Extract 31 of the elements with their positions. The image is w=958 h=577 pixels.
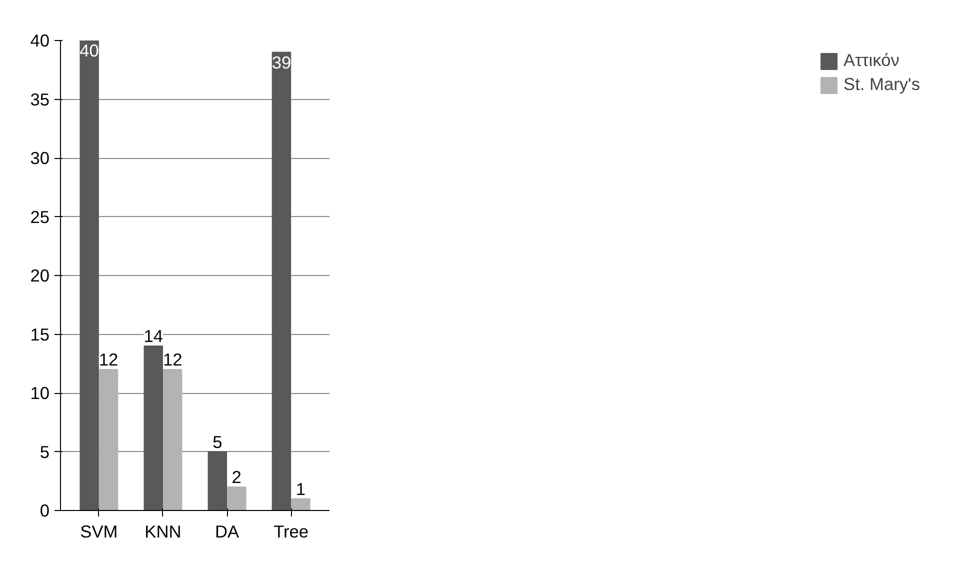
bar [208, 451, 228, 510]
legend-label: Αττικόν [844, 50, 900, 71]
y-tick-label: 20 [30, 266, 50, 286]
bar [162, 369, 182, 510]
y-tick-label: 40 [30, 30, 50, 50]
data-label: 39 [272, 52, 292, 72]
legend-label: St. Mary's [844, 74, 920, 95]
bar [98, 369, 118, 510]
y-tick-label: 25 [30, 206, 50, 227]
x-tick-label: SVM [80, 522, 118, 542]
y-tick-label: 35 [30, 89, 50, 110]
y-tick-label: 30 [30, 148, 50, 168]
bar [291, 498, 310, 510]
x-tick-label: Tree [274, 522, 309, 542]
y-tick-label: 15 [30, 324, 50, 344]
data-label: 5 [212, 432, 222, 452]
x-tick-label: DA [214, 522, 240, 542]
data-label: 12 [98, 350, 118, 370]
bar [272, 52, 292, 510]
data-label: 1 [296, 478, 306, 499]
y-tick-label: 5 [40, 442, 50, 462]
y-tick-label: 0 [40, 500, 50, 520]
bar [144, 346, 163, 510]
y-tick-label: 10 [30, 383, 50, 403]
data-label: 40 [80, 40, 99, 60]
x-tick-label: KNN [144, 522, 182, 542]
data-label: 14 [144, 326, 164, 346]
data-label: 12 [162, 350, 182, 370]
bar [80, 40, 99, 510]
data-label: 2 [232, 467, 242, 487]
bar [227, 486, 246, 510]
